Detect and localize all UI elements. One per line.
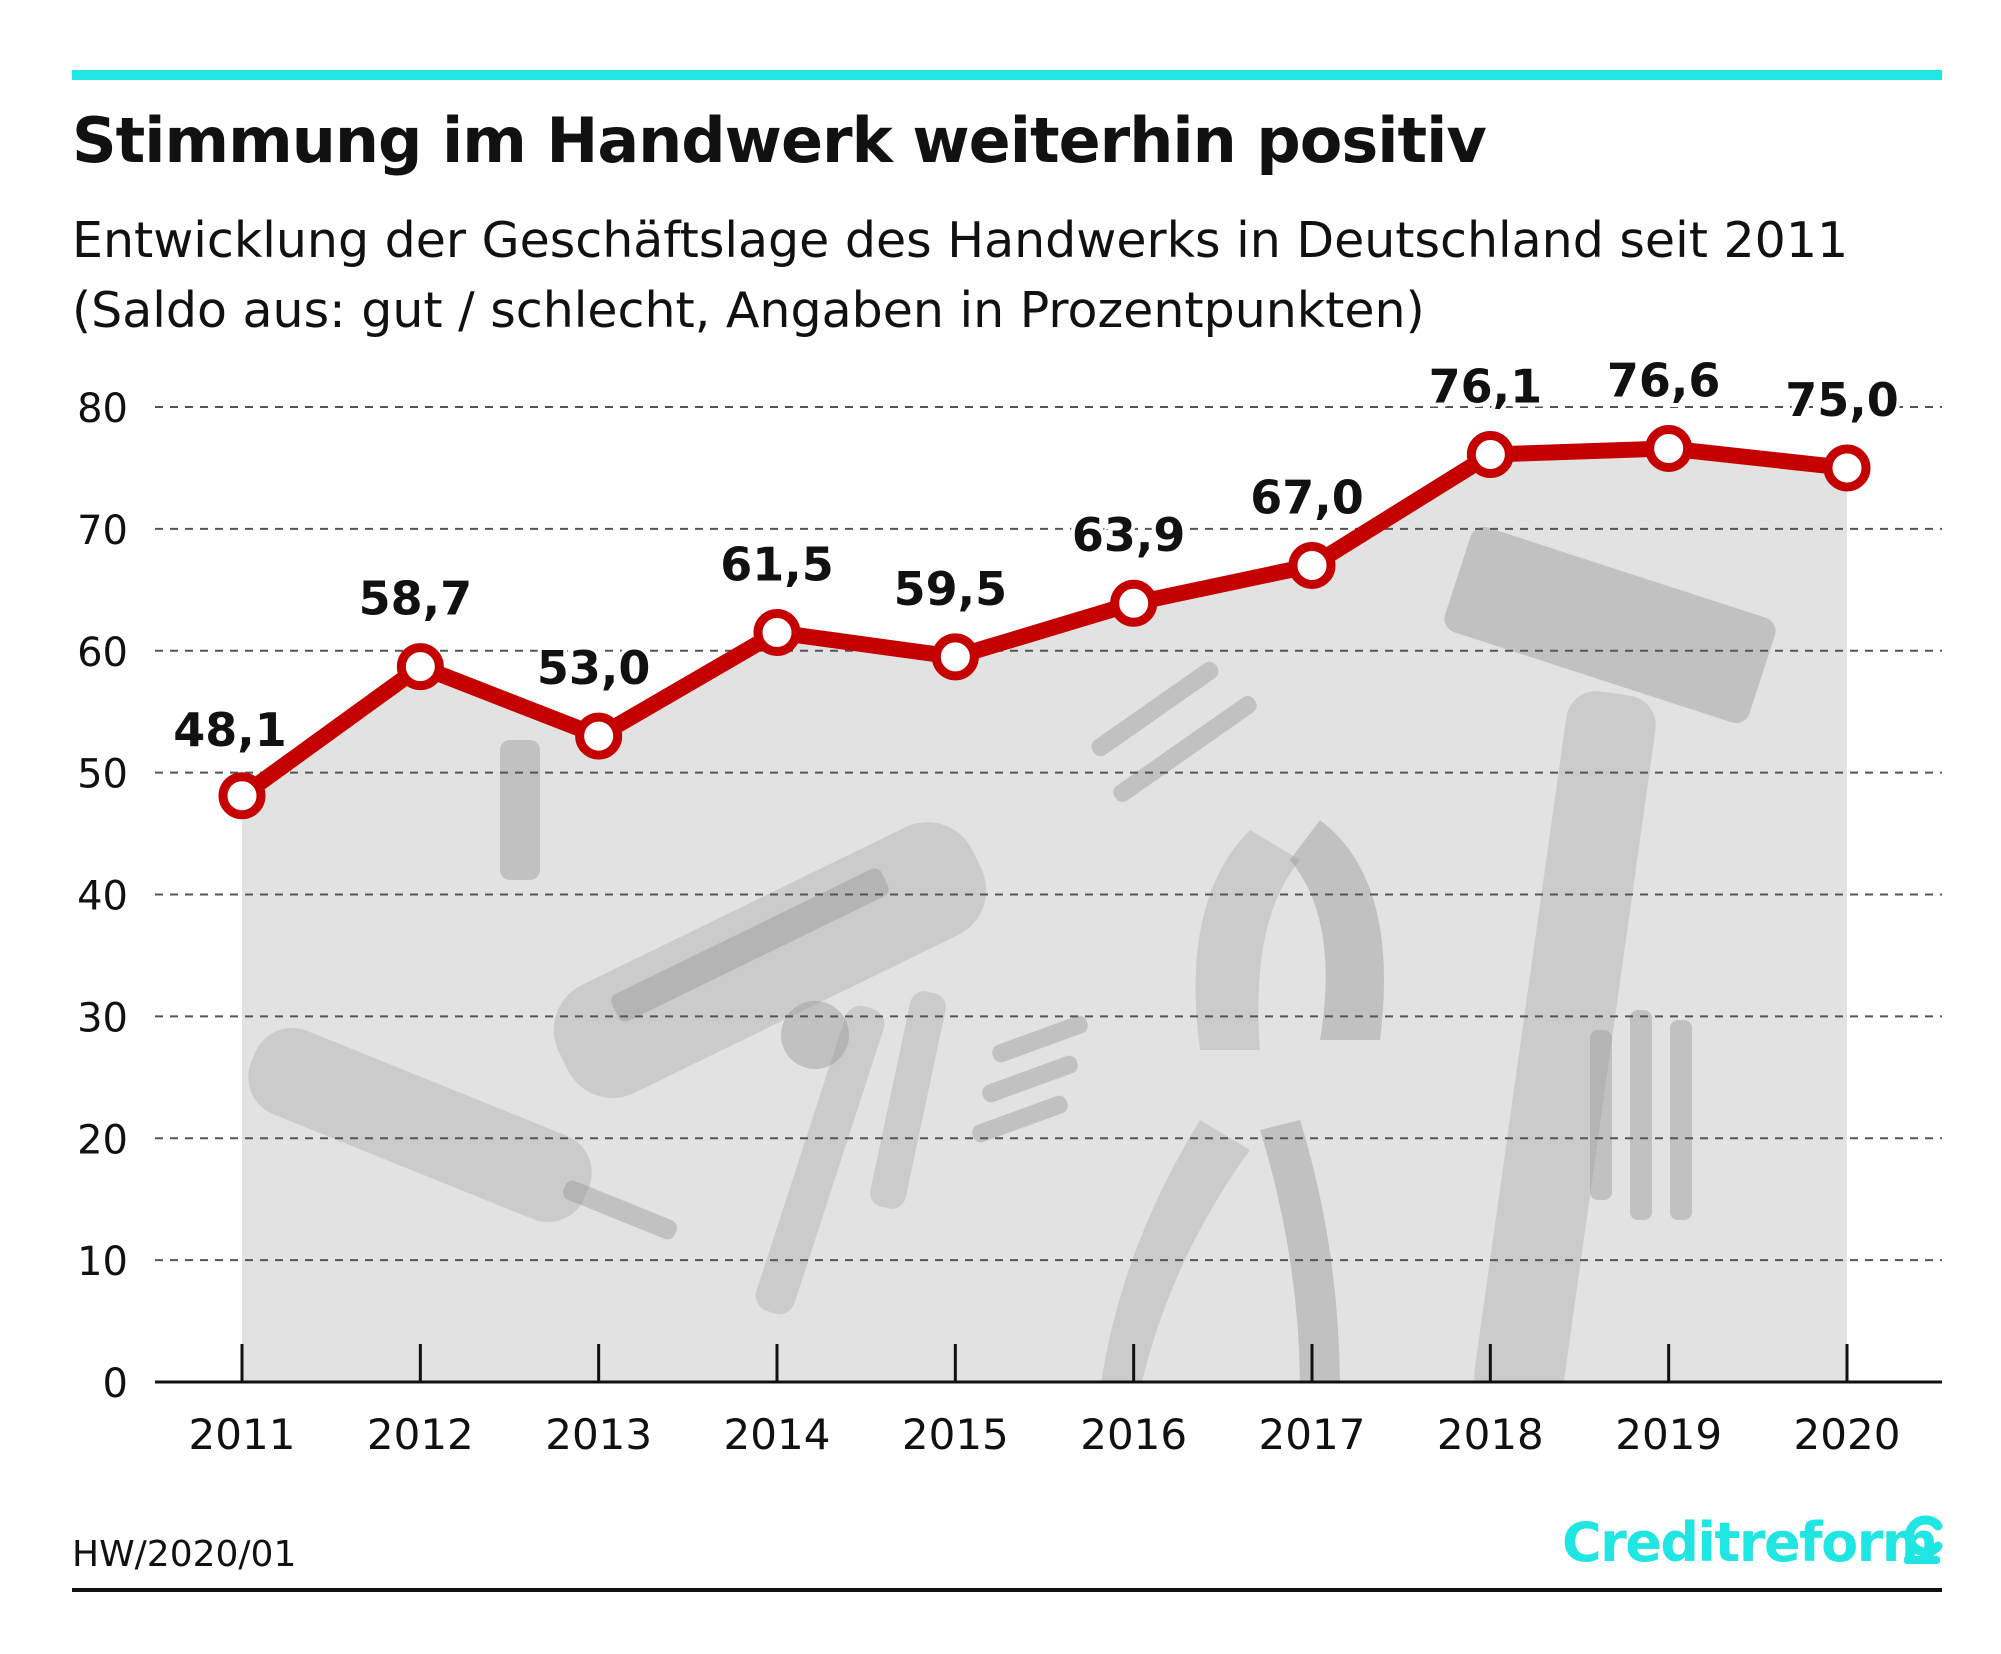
data-label: 63,9: [1072, 508, 1186, 562]
y-tick-label: 60: [77, 630, 128, 676]
data-label: 48,1: [173, 703, 287, 757]
data-point: [396, 643, 444, 691]
y-axis-tick-labels: 0 10 20 30 40 50 60 70 80: [77, 386, 128, 1407]
tools-background-image: [248, 526, 1776, 1382]
y-tick-label: 10: [77, 1239, 128, 1285]
chart-subtitle-line1: Entwicklung der Geschäftslage des Handwe…: [72, 212, 1849, 269]
y-tick-label: 20: [77, 1117, 128, 1163]
chart-subtitle-line2: (Saldo aus: gut / schlecht, Angaben in P…: [72, 282, 1425, 339]
y-tick-label: 40: [77, 874, 128, 920]
bits-icon: [500, 740, 1088, 1143]
creditreform-logo-icon: [1904, 1515, 1943, 1564]
data-point: [575, 712, 623, 760]
data-label: 58,7: [359, 572, 473, 626]
data-point: [1288, 541, 1336, 589]
area-fill: [242, 448, 1847, 1382]
hammer-icon: [1444, 526, 1776, 1382]
accent-rule: [72, 70, 1942, 80]
data-point: [218, 772, 266, 820]
data-point: [753, 608, 801, 656]
data-point: [931, 633, 979, 681]
y-tick-label: 80: [77, 386, 128, 432]
brand-logo-text: Creditreform: [1562, 1511, 1938, 1574]
x-tick-label: 2013: [545, 1410, 652, 1459]
data-point: [1645, 424, 1693, 472]
data-point: [1466, 431, 1514, 479]
pliers-icon: [1100, 820, 1384, 1382]
hex-keys-icon: [1091, 661, 1692, 1220]
y-tick-label: 30: [77, 995, 128, 1041]
data-label: 61,5: [720, 537, 834, 591]
x-tick-label: 2018: [1437, 1410, 1544, 1459]
data-label: 76,6: [1607, 353, 1721, 407]
x-tick-label: 2020: [1794, 1410, 1901, 1459]
footer-code: HW/2020/01: [72, 1534, 297, 1575]
x-tick-label: 2019: [1615, 1410, 1722, 1459]
data-labels: 48,1 58,7 53,0 61,5 59,5 63,9 67,0 76,1 76,6 75,0: [169, 349, 1903, 760]
data-point: [1110, 579, 1158, 627]
data-label: 67,0: [1250, 470, 1364, 524]
series-line: [234, 440, 1855, 804]
utility-knife-icon: [553, 822, 987, 1098]
data-label: 53,0: [537, 641, 651, 695]
data-label: 75,0: [1785, 373, 1899, 427]
screwdriver-icon: [248, 1027, 677, 1240]
y-tick-label: 70: [77, 508, 128, 554]
data-label: 59,5: [894, 562, 1008, 616]
x-tick-label: 2012: [367, 1410, 474, 1459]
y-tick-label: 0: [103, 1361, 128, 1407]
y-tick-label: 50: [77, 752, 128, 798]
chart-title: Stimmung im Handwerk weiterhin positiv: [72, 104, 1487, 177]
x-tick-label: 2011: [189, 1410, 296, 1459]
data-point: [1823, 444, 1871, 492]
x-axis-ticks: 2011 2012 2013 2014 2015 2016 2017 2018 2019 2020: [189, 1344, 1901, 1459]
bottom-rule: [72, 1588, 1942, 1592]
wrench-icon: [755, 991, 946, 1315]
gridlines: [155, 406, 1942, 1262]
chart-area-background: [242, 448, 1847, 1382]
data-label: 76,1: [1429, 360, 1543, 414]
x-tick-label: 2014: [724, 1410, 831, 1459]
data-points: [218, 424, 1871, 820]
x-tick-label: 2016: [1080, 1410, 1187, 1459]
x-tick-label: 2017: [1259, 1410, 1366, 1459]
x-tick-label: 2015: [902, 1410, 1009, 1459]
